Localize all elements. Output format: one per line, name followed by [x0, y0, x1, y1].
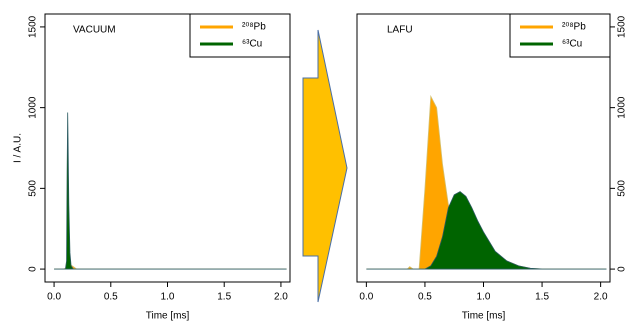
area [366, 191, 607, 270]
legend-box [189, 13, 291, 58]
legend-label: ⁶³Cu [562, 39, 582, 50]
legend-label: ²⁰⁸Pb [242, 22, 266, 33]
x-tick-label: 0.0 [359, 292, 373, 303]
plot-frame [44, 13, 291, 283]
arrow [302, 29, 348, 303]
y-axis-label: I / A.U. [13, 133, 24, 163]
x-tick-label: 1.0 [161, 292, 175, 303]
y-tick-label: 1000 [617, 96, 628, 119]
y-tick-label: 0 [28, 266, 39, 272]
area [54, 112, 287, 270]
legend-label: ⁶³Cu [242, 39, 262, 50]
plot-frame [356, 13, 611, 283]
x-tick-label: 0.0 [47, 292, 61, 303]
y-tick-label: 500 [28, 180, 39, 197]
x-tick-label: 0.5 [418, 292, 432, 303]
panel-title: VACUUM [73, 25, 116, 36]
y-tick-label: 1000 [28, 96, 39, 119]
x-tick-label: 1.5 [217, 292, 231, 303]
x-tick-label: 0.5 [104, 292, 118, 303]
x-tick-label: 1.5 [535, 292, 549, 303]
x-axis-label: Time [ms] [146, 311, 190, 322]
x-tick-label: 2.0 [594, 292, 608, 303]
y-tick-label: 500 [617, 180, 628, 197]
y-tick-label: 0 [617, 266, 628, 272]
area [54, 263, 287, 270]
panel-title: LAFU [387, 25, 413, 36]
x-tick-label: 2.0 [274, 292, 288, 303]
y-tick-label: 1500 [28, 15, 39, 38]
x-tick-label: 1.0 [477, 292, 491, 303]
legend-box [509, 13, 611, 58]
x-axis-label: Time [ms] [462, 311, 506, 322]
legend-label: ²⁰⁸Pb [562, 22, 586, 33]
y-tick-label: 1500 [617, 15, 628, 38]
